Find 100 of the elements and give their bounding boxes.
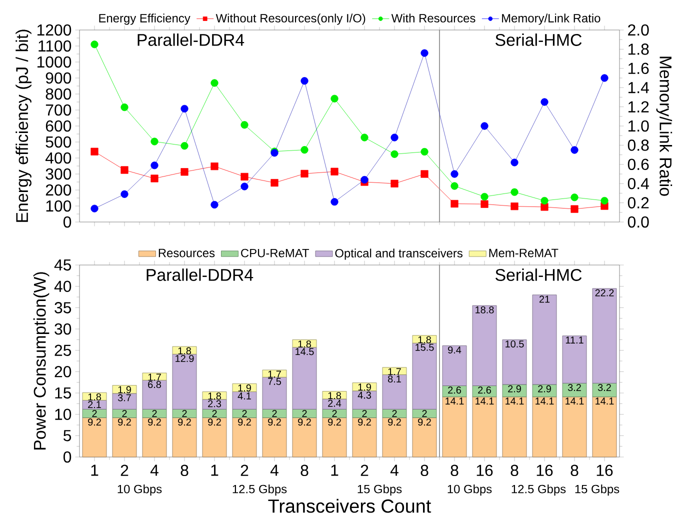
bar (382, 367, 407, 375)
annotation: Parallel-DDR4 (146, 268, 254, 281)
data-label: 14.1 (596, 398, 614, 404)
data-label: 1.8 (208, 392, 221, 400)
bar (232, 418, 257, 458)
y-axis-title: Energy efficiency (pJ / bit) (16, 30, 32, 222)
bar (262, 370, 287, 378)
data-label: 9.2 (238, 418, 251, 426)
y-tick-label: 1100 (38, 40, 72, 52)
y-tick-label: 700 (46, 104, 72, 116)
point (90, 148, 98, 156)
y2-tick-label: 2.0 (628, 24, 649, 36)
y-tick-label: 500 (46, 136, 72, 148)
point (300, 77, 308, 85)
data-label: 2.4 (328, 400, 342, 407)
y-tick-label: 1200 (37, 24, 72, 36)
data-label: 15.5 (416, 344, 434, 351)
data-label: 14.1 (536, 398, 554, 404)
bar (382, 418, 407, 458)
data-label: 14.1 (446, 398, 464, 404)
point (90, 40, 98, 48)
data-label: 1.7 (268, 370, 281, 378)
bar (142, 380, 167, 410)
bar (292, 409, 317, 418)
y2-tick-label: 1.2 (628, 101, 649, 112)
bar (562, 396, 587, 458)
point (450, 200, 458, 208)
data-label: 2.1 (88, 401, 101, 408)
text: 10 Gbps (448, 484, 492, 496)
data-label: 3.2 (598, 384, 611, 392)
data-label: 9.2 (118, 418, 131, 426)
x-tick-label: 8 (180, 464, 188, 476)
y-tick-label: 0 (63, 451, 72, 463)
data-label: 4.1 (238, 392, 251, 400)
point (150, 174, 158, 182)
data-label: 1.8 (88, 393, 101, 400)
annotation: Parallel-DDR4 (138, 34, 244, 46)
y-tick-label: 45 (54, 259, 72, 271)
point (150, 162, 158, 170)
bar (232, 409, 257, 418)
bar (82, 418, 107, 458)
bar (112, 385, 137, 394)
point (330, 168, 338, 176)
point (420, 170, 428, 178)
data-label: 6.8 (148, 381, 161, 388)
data-label: 2.3 (208, 400, 221, 408)
bar (172, 418, 197, 458)
y-tick-label: 40 (54, 280, 72, 292)
x-tick-label: 4 (150, 464, 158, 476)
point (540, 98, 548, 106)
y-tick-label: 800 (46, 88, 72, 100)
bar (442, 345, 467, 386)
data-label: 14.1 (566, 398, 584, 404)
point (180, 104, 188, 113)
bar (472, 305, 497, 386)
bar (142, 418, 167, 458)
bar (112, 418, 137, 458)
x-tick-label: 1 (211, 464, 218, 476)
y2-tick-label: 1.0 (628, 120, 649, 132)
point (510, 188, 518, 196)
point (600, 74, 608, 82)
bar (322, 391, 347, 400)
y-tick-label: 25 (54, 344, 72, 356)
data-label: 9.4 (448, 346, 462, 354)
data-label: 14.1 (476, 398, 494, 404)
y-tick-label: 5 (64, 430, 72, 442)
point (570, 146, 578, 154)
point (300, 146, 308, 154)
bar (232, 392, 257, 410)
data-label: 1.8 (298, 340, 311, 348)
bar (262, 418, 287, 458)
y-tick-label: 20 (54, 366, 72, 378)
bar (262, 377, 287, 410)
point (240, 172, 248, 181)
data-label: 1.8 (418, 336, 431, 344)
data-label: 3.7 (118, 394, 131, 402)
bar (412, 418, 437, 458)
data-label: 1.7 (388, 368, 401, 376)
x-tick-label: 8 (510, 464, 518, 476)
y2-tick-label: 1.4 (628, 82, 649, 94)
bar (592, 396, 617, 458)
text: 12.5 Gbps (232, 484, 287, 496)
point (450, 170, 458, 178)
data-label: 14.1 (506, 398, 524, 404)
point (330, 198, 338, 206)
y-tick-label: 30 (54, 323, 72, 335)
point (360, 134, 368, 142)
point (510, 202, 518, 210)
point (390, 180, 398, 188)
bar (562, 382, 587, 398)
bar (142, 409, 167, 418)
legend-label: Mem-ReMAT (489, 248, 558, 258)
x-tick-label: 8 (570, 464, 578, 476)
x-tick-label: 8 (450, 464, 458, 476)
y-tick-label: 200 (46, 184, 72, 196)
data-label: 2 (332, 410, 337, 417)
bar (142, 372, 167, 380)
data-label: 14.5 (296, 348, 314, 356)
y-tick-label: 15 (55, 387, 72, 399)
y-tick-label: 10 (55, 408, 72, 420)
